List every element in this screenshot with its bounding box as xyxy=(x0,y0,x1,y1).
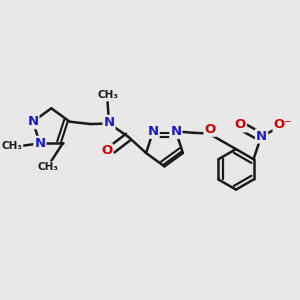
Text: N: N xyxy=(148,125,159,138)
Text: N: N xyxy=(256,130,267,142)
Text: N: N xyxy=(170,125,182,138)
Text: O⁻: O⁻ xyxy=(274,118,292,131)
Text: CH₃: CH₃ xyxy=(38,162,59,172)
Text: CH₃: CH₃ xyxy=(97,91,118,100)
Text: N: N xyxy=(103,116,115,129)
Text: CH₃: CH₃ xyxy=(2,141,22,151)
Text: N: N xyxy=(34,137,46,150)
Text: N: N xyxy=(27,115,38,128)
Text: O: O xyxy=(205,123,216,136)
Text: O: O xyxy=(235,118,246,131)
Text: O: O xyxy=(101,144,112,158)
